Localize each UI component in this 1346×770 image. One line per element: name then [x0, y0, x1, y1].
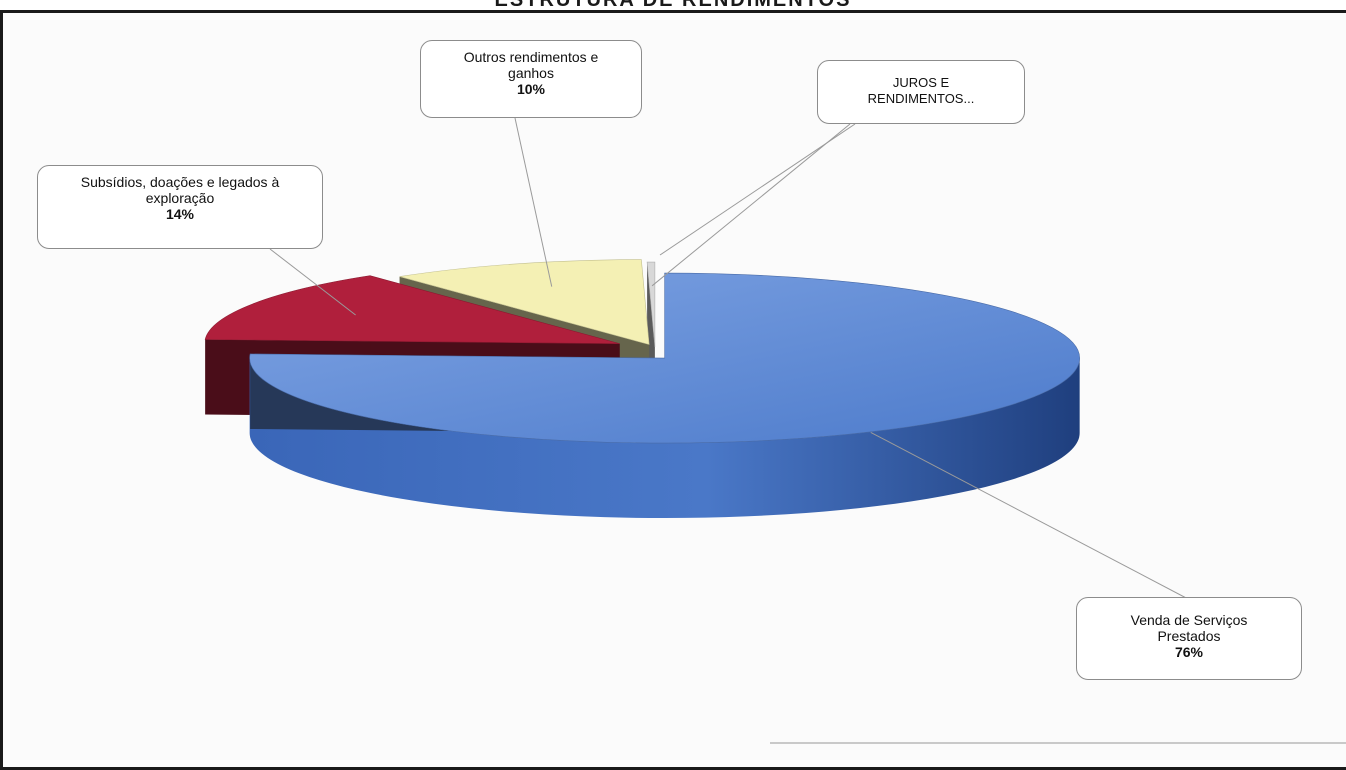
- callout-juros: JUROS E RENDIMENTOS...: [817, 60, 1025, 124]
- leader-line-3: [652, 124, 850, 286]
- callout-subsidios-line2: exploração: [38, 190, 322, 206]
- callout-venda-line2: Prestados: [1077, 628, 1301, 644]
- callout-venda: Venda de Serviços Prestados 76%: [1076, 597, 1302, 680]
- callout-outros: Outros rendimentos e ganhos 10%: [420, 40, 642, 118]
- callout-subsidios: Subsídios, doações e legados à exploraçã…: [37, 165, 323, 249]
- bottom-rule: [770, 742, 1346, 744]
- callout-venda-pct: 76%: [1077, 644, 1301, 660]
- callout-subsidios-pct: 14%: [38, 206, 322, 222]
- callout-juros-line1: JUROS E: [818, 75, 1024, 91]
- callout-outros-pct: 10%: [421, 81, 641, 97]
- leader-line-juros-2: [660, 124, 855, 255]
- callout-juros-line2: RENDIMENTOS...: [818, 91, 1024, 107]
- callout-subsidios-line1: Subsídios, doações e legados à: [38, 174, 322, 190]
- leader-line-2: [515, 118, 552, 287]
- callout-venda-line1: Venda de Serviços: [1077, 612, 1301, 628]
- callout-outros-line2: ganhos: [421, 65, 641, 81]
- callout-outros-line1: Outros rendimentos e: [421, 49, 641, 65]
